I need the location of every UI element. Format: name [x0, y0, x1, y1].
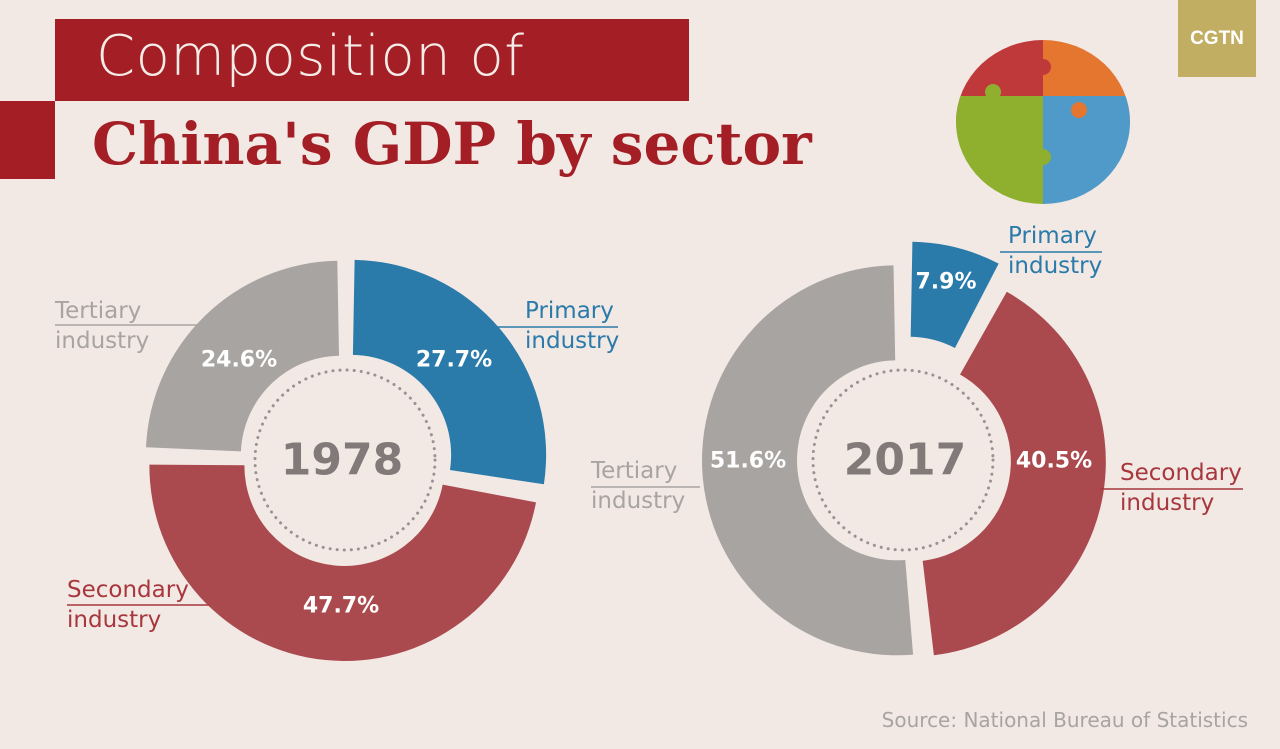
- title-band: [55, 19, 689, 101]
- puzzle-speech-icon: [956, 40, 1130, 204]
- dotted-ring-1978: [253, 368, 437, 552]
- year-label-2017: 2017: [843, 434, 967, 486]
- label-primary-2017: Primary industry: [1008, 223, 1103, 279]
- title-line-2: China's GDP by sector: [92, 110, 812, 178]
- pct-primary-2017: 7.9%: [915, 269, 977, 295]
- slice-primary-1978: [352, 259, 547, 485]
- brand-logo: CGTN: [1178, 0, 1256, 77]
- pct-secondary-2017: 40.5%: [1015, 448, 1093, 474]
- label-tertiary-2017: Tertiary industry: [591, 458, 686, 514]
- dotted-ring-2017: [811, 368, 995, 552]
- label-primary-1978: Primary industry: [525, 298, 620, 354]
- title-line-1: Composition of: [96, 24, 525, 89]
- year-label-1978: 1978: [280, 434, 404, 486]
- label-tertiary-1978: Tertiary industry: [55, 298, 150, 354]
- label-secondary-1978: Secondary industry: [67, 577, 189, 633]
- pct-primary-1978: 27.7%: [415, 347, 493, 373]
- pct-secondary-1978: 47.7%: [302, 593, 380, 619]
- slice-primary-2017: [910, 241, 999, 348]
- slice-secondary-2017: [922, 291, 1106, 656]
- pct-tertiary-1978: 24.6%: [200, 347, 278, 373]
- title-band-accent: [0, 101, 55, 179]
- slice-tertiary-1978: [145, 260, 340, 452]
- slice-tertiary-2017: [702, 265, 914, 656]
- slice-secondary-1978: [149, 464, 536, 661]
- pct-tertiary-2017: 51.6%: [709, 448, 787, 474]
- label-secondary-2017: Secondary industry: [1120, 460, 1242, 516]
- source-note: Source: National Bureau of Statistics: [881, 708, 1248, 732]
